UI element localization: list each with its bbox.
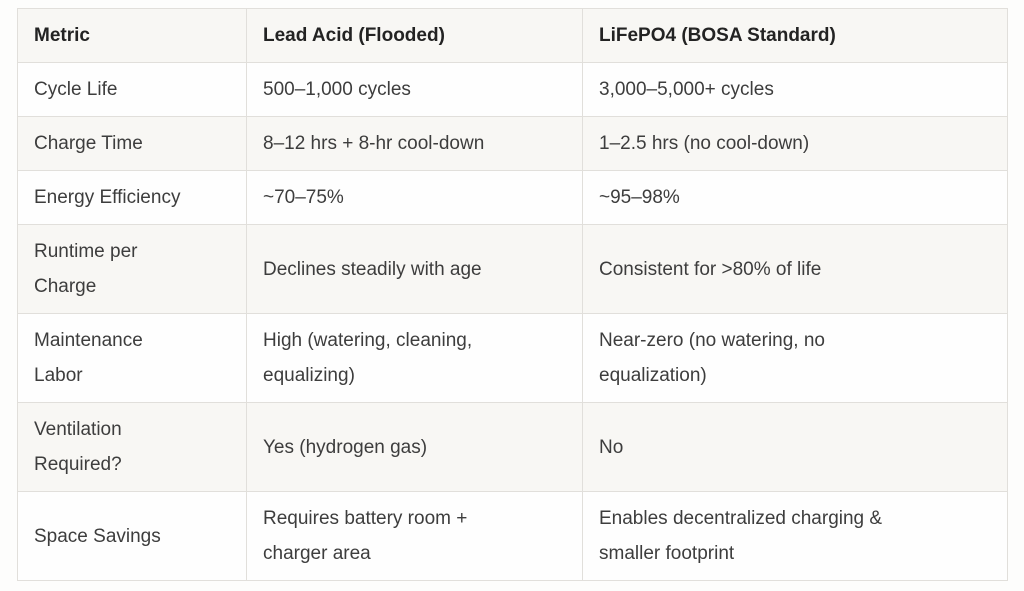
table-row-energy-efficiency: Energy Efficiency ~70–75% ~95–98%	[17, 170, 1008, 225]
column-header-lead-acid: Lead Acid (Flooded)	[246, 8, 583, 63]
table-row-cycle-life: Cycle Life 500–1,000 cycles 3,000–5,000+…	[17, 62, 1008, 117]
metric-cell: Runtime per Charge	[17, 224, 247, 314]
table-row-charge-time: Charge Time 8–12 hrs + 8-hr cool-down 1–…	[17, 116, 1008, 171]
battery-comparison-table: Metric Lead Acid (Flooded) LiFePO4 (BOSA…	[17, 8, 1008, 581]
lifepo4-cell: Enables decentralized charging & smaller…	[582, 491, 1008, 581]
lead-acid-cell: High (watering, cleaning, equalizing)	[246, 313, 583, 403]
table-row-maintenance-labor: Maintenance Labor High (watering, cleani…	[17, 313, 1008, 403]
lifepo4-cell: ~95–98%	[582, 170, 1008, 225]
table-row-runtime-per-charge: Runtime per Charge Declines steadily wit…	[17, 224, 1008, 314]
lead-acid-cell: 500–1,000 cycles	[246, 62, 583, 117]
lead-acid-cell: Declines steadily with age	[246, 224, 583, 314]
metric-cell: Maintenance Labor	[17, 313, 247, 403]
lead-acid-cell: ~70–75%	[246, 170, 583, 225]
metric-cell: Space Savings	[17, 491, 247, 581]
header-row: Metric Lead Acid (Flooded) LiFePO4 (BOSA…	[17, 8, 1008, 63]
metric-cell: Charge Time	[17, 116, 247, 171]
lifepo4-cell: 1–2.5 hrs (no cool-down)	[582, 116, 1008, 171]
lifepo4-cell: No	[582, 402, 1008, 492]
column-header-metric: Metric	[17, 8, 247, 63]
table-row-space-savings: Space Savings Requires battery room + ch…	[17, 491, 1008, 581]
table-row-ventilation-required: Ventilation Required? Yes (hydrogen gas)…	[17, 402, 1008, 492]
lifepo4-cell: Consistent for >80% of life	[582, 224, 1008, 314]
metric-cell: Cycle Life	[17, 62, 247, 117]
metric-cell: Energy Efficiency	[17, 170, 247, 225]
column-header-lifepo4: LiFePO4 (BOSA Standard)	[582, 8, 1008, 63]
lead-acid-cell: 8–12 hrs + 8-hr cool-down	[246, 116, 583, 171]
lead-acid-cell: Requires battery room + charger area	[246, 491, 583, 581]
metric-cell: Ventilation Required?	[17, 402, 247, 492]
lead-acid-cell: Yes (hydrogen gas)	[246, 402, 583, 492]
lifepo4-cell: 3,000–5,000+ cycles	[582, 62, 1008, 117]
lifepo4-cell: Near-zero (no watering, no equalization)	[582, 313, 1008, 403]
